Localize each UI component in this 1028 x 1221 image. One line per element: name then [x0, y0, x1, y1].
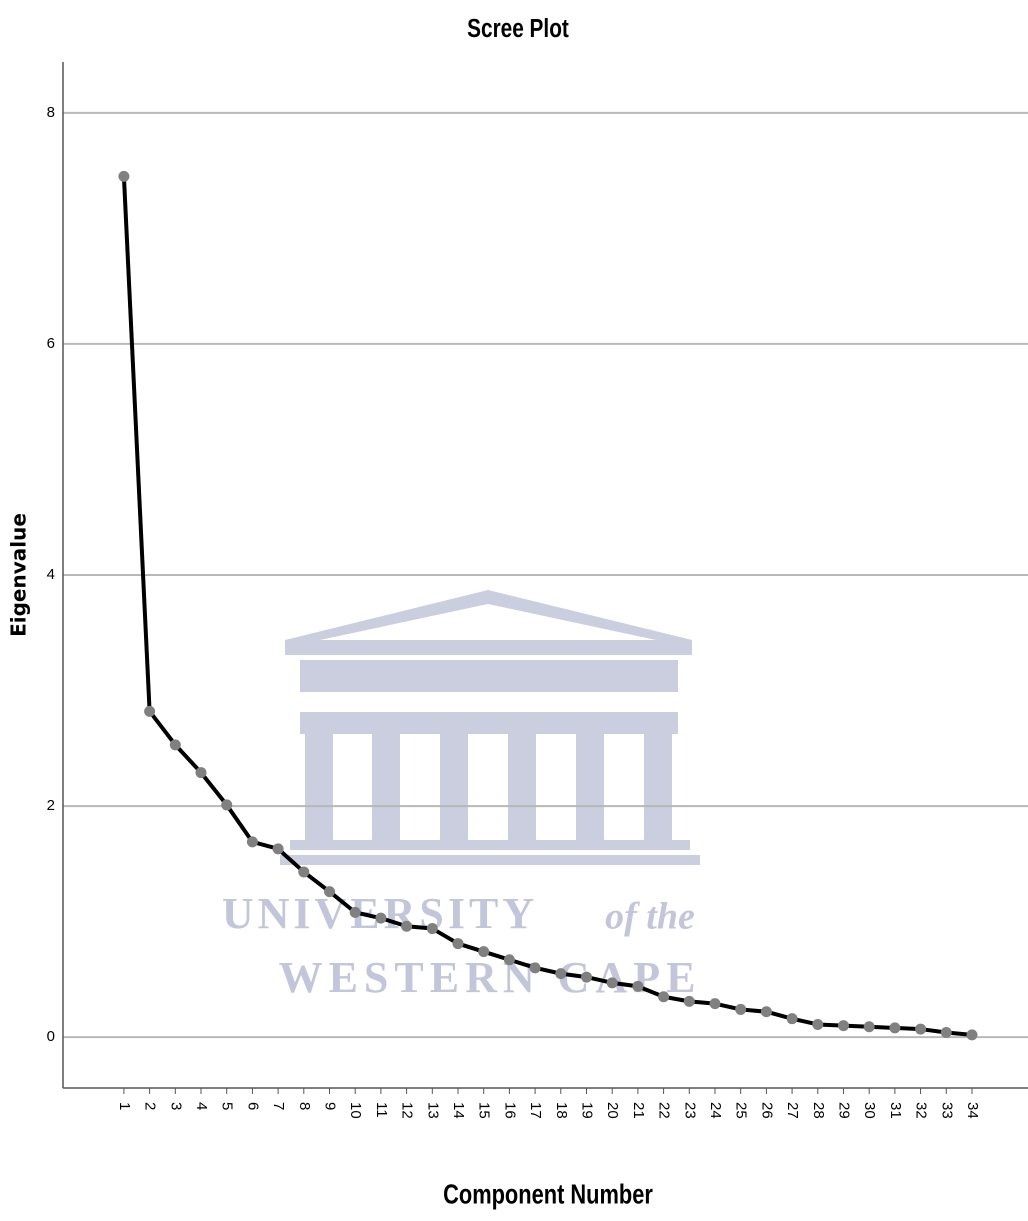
point	[272, 843, 284, 855]
point	[118, 170, 130, 182]
x-tick-label: 17	[527, 1102, 544, 1119]
point	[812, 1018, 824, 1030]
y-axis-label: Eigenvalue	[7, 513, 31, 637]
point	[375, 912, 387, 924]
point	[735, 1003, 747, 1015]
y-tick-label: 2	[47, 797, 55, 814]
x-tick-label: 11	[373, 1102, 390, 1118]
x-tick-label: 23	[681, 1102, 698, 1119]
line	[121, 176, 973, 1037]
columns	[305, 734, 672, 840]
x-tick-label: 27	[784, 1102, 801, 1119]
point	[966, 1029, 978, 1041]
x-tick-label: 30	[861, 1102, 878, 1119]
x-tick-label: 16	[501, 1102, 518, 1119]
x-axis-label: Component Number	[443, 1179, 653, 1210]
x-tick-label: 15	[476, 1102, 493, 1119]
point	[246, 836, 258, 848]
x-tick-label: 29	[836, 1102, 853, 1119]
x-tick-label: 5	[219, 1102, 236, 1110]
point	[529, 962, 541, 974]
step	[290, 840, 690, 850]
point	[426, 923, 438, 935]
x-tick-label: 2	[142, 1102, 159, 1110]
point	[503, 954, 515, 966]
point	[889, 1022, 901, 1034]
y-tick-label: 4	[47, 566, 55, 583]
x-tick-label: 14	[450, 1102, 467, 1119]
point	[915, 1023, 927, 1035]
point	[221, 799, 233, 811]
x-tick-label: 28	[810, 1102, 827, 1119]
chart-title: Scree Plot	[467, 14, 569, 43]
x-tick-label: 33	[938, 1102, 955, 1119]
x-tick-label: 22	[656, 1102, 673, 1119]
point	[760, 1006, 772, 1018]
x-tick-label: 26	[758, 1102, 775, 1119]
x-tick-label: 31	[887, 1102, 904, 1119]
y-tick-label: 6	[47, 335, 55, 352]
point	[169, 739, 181, 751]
watermark-text: of the	[605, 896, 695, 938]
point	[658, 991, 670, 1003]
y-tick-label: 8	[47, 104, 55, 121]
point	[940, 1027, 952, 1039]
x-tick-label: 4	[193, 1102, 210, 1110]
architrave	[300, 712, 678, 734]
x-tick-label: 19	[579, 1102, 596, 1119]
point	[580, 971, 592, 983]
frieze	[300, 660, 678, 692]
watermark-text: WESTERN CAPE	[279, 953, 702, 1002]
point	[837, 1020, 849, 1032]
point	[786, 1013, 798, 1025]
point	[195, 767, 207, 779]
x-tick-label: 18	[553, 1102, 570, 1119]
x-tick-label: 8	[296, 1102, 313, 1110]
point	[709, 998, 721, 1010]
pediment-inner	[320, 604, 656, 640]
point	[144, 705, 156, 717]
x-tick-label: 12	[399, 1102, 416, 1119]
point	[683, 995, 695, 1007]
x-tick-label: 6	[244, 1102, 261, 1110]
x-tick-label: 3	[167, 1102, 184, 1110]
x-tick-label: 21	[630, 1102, 647, 1119]
x-tick-label: 10	[347, 1102, 364, 1119]
x-tick-label: 20	[604, 1102, 621, 1119]
y-tick-label: 0	[47, 1028, 55, 1045]
x-tick-label: 34	[964, 1102, 981, 1119]
x-tick-label: 25	[733, 1102, 750, 1119]
watermark-building	[280, 590, 700, 865]
x-tick-label: 9	[322, 1102, 339, 1110]
x-tick-label: 24	[707, 1102, 724, 1119]
point	[401, 920, 413, 932]
point	[632, 980, 644, 992]
x-tick-label: 7	[270, 1102, 287, 1110]
x-tick-label: 13	[424, 1102, 441, 1119]
point	[452, 938, 464, 950]
point	[349, 906, 361, 918]
point	[863, 1021, 875, 1033]
point	[478, 946, 490, 958]
point	[606, 977, 618, 989]
step	[280, 855, 700, 865]
x-tick-label: 1	[116, 1102, 133, 1110]
x-tick-label: 32	[913, 1102, 930, 1119]
point	[323, 886, 335, 898]
point	[555, 968, 567, 980]
point	[298, 866, 310, 878]
